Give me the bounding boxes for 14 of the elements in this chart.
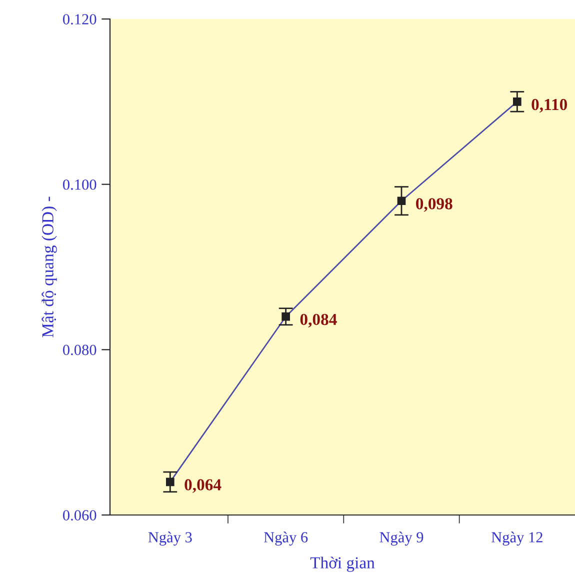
y-tick-label: 0.120 [63,14,96,25]
y-tick-label: 0.080 [63,344,96,356]
x-tick-label: Ngày 3 [148,532,192,546]
x-tick-label: Ngày 6 [264,532,308,546]
y-tick-label: 0.100 [63,179,96,190]
data-label: 0,084 [300,314,337,328]
x-tick-label: Ngày 12 [492,532,542,546]
x-axis-title: Thời gian [310,556,375,572]
x-tick-label: Ngày 9 [380,532,424,546]
data-label: 0,110 [532,98,567,113]
data-label: 0,064 [184,479,222,493]
data-label: 0,098 [416,198,452,212]
y-axis-title: Mật độ quang (OD) - [42,196,57,338]
y-tick-label: 0.060 [63,510,96,521]
